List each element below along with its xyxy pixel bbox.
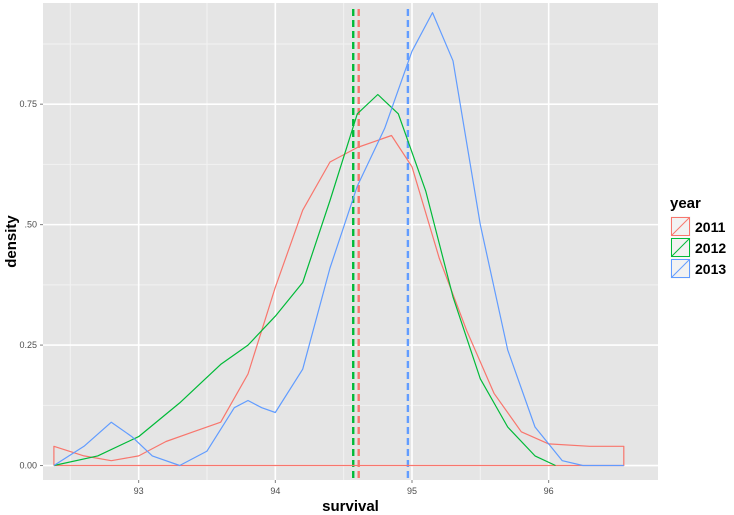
legend-key-diagonal-2012 bbox=[671, 238, 690, 257]
legend-label-2013: 2013 bbox=[695, 261, 726, 277]
legend-title: year bbox=[670, 195, 701, 212]
x-tick-label: 96 bbox=[544, 486, 554, 496]
legend-items: 2011 2012 2013 bbox=[669, 215, 726, 280]
y-axis-ticks: 0.00 0.25 .50 0.75 bbox=[19, 99, 43, 471]
plot-panel bbox=[43, 3, 658, 480]
legend-label-2012: 2012 bbox=[695, 240, 726, 256]
x-tick-label: 93 bbox=[134, 486, 144, 496]
legend-key-box-2013 bbox=[671, 259, 690, 278]
legend-key-box-2012 bbox=[671, 238, 690, 257]
legend-label-2011: 2011 bbox=[695, 219, 726, 235]
density-curve-2013 bbox=[53, 12, 624, 467]
y-axis-title: density bbox=[3, 215, 20, 268]
legend-key-diagonal-2013 bbox=[671, 259, 690, 278]
density-curves bbox=[53, 12, 625, 467]
y-tick-label: .50 bbox=[24, 220, 37, 230]
density-curve-2012 bbox=[53, 93, 556, 467]
legend-key-diagonal-2011 bbox=[671, 217, 690, 236]
x-tick-label: 95 bbox=[407, 486, 417, 496]
y-tick-label: 0.75 bbox=[19, 99, 37, 109]
x-axis-title: survival bbox=[322, 498, 379, 515]
mean-lines bbox=[352, 9, 410, 480]
legend-key-box-2011 bbox=[671, 217, 690, 236]
x-axis-ticks: 93 94 95 96 bbox=[134, 480, 554, 496]
legend: year 2011 2012 2013 bbox=[669, 195, 726, 280]
x-tick-label: 94 bbox=[270, 486, 280, 496]
y-tick-label: 0.00 bbox=[19, 461, 37, 471]
density-curve-2011 bbox=[53, 134, 625, 467]
grid-minor bbox=[43, 3, 658, 480]
y-tick-label: 0.25 bbox=[19, 340, 37, 350]
